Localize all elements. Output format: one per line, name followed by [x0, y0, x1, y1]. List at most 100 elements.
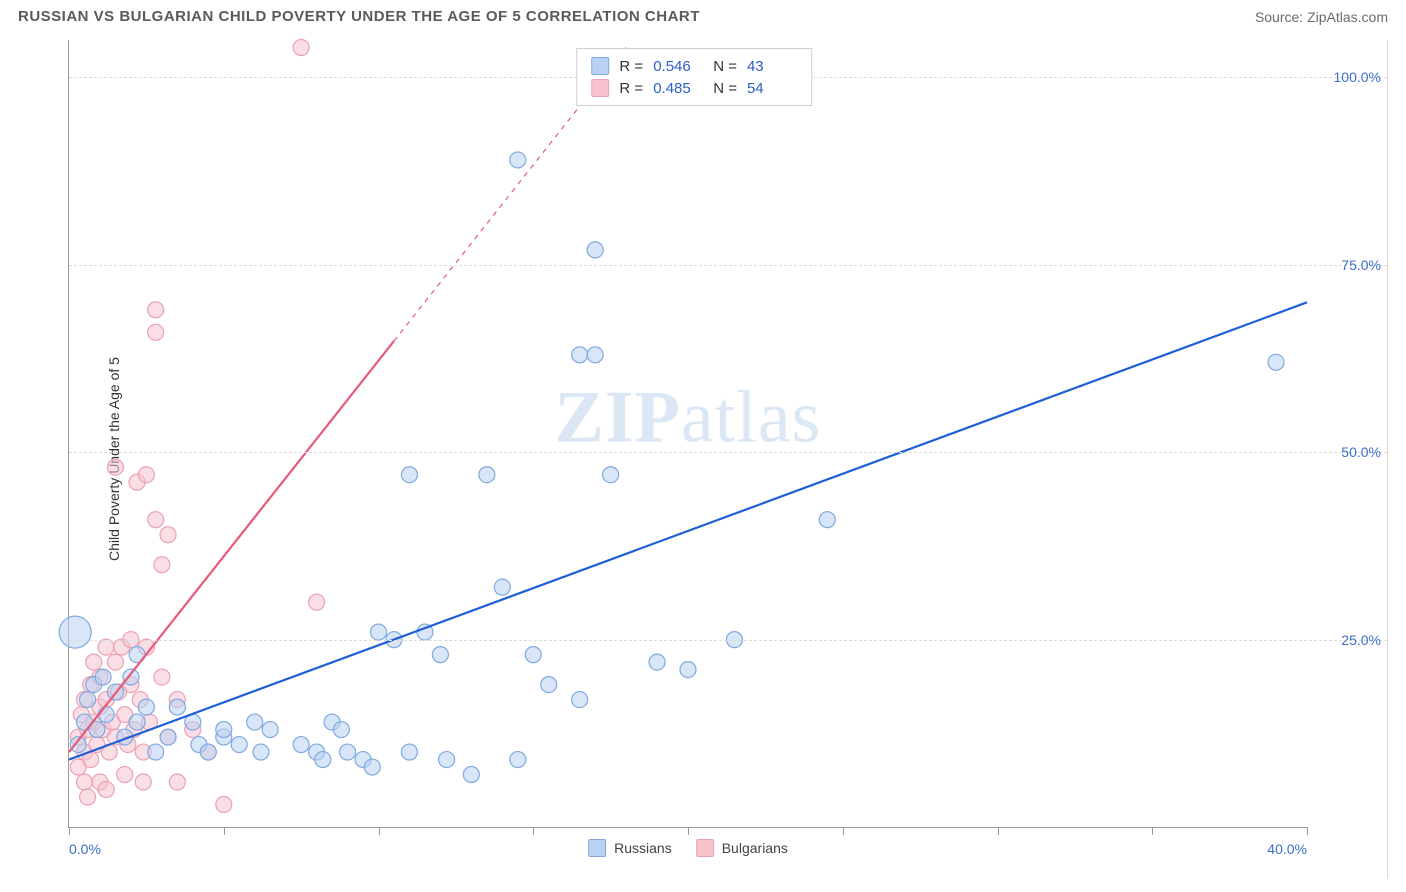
- data-point: [216, 722, 232, 738]
- source-attribution: Source: ZipAtlas.com: [1255, 9, 1388, 25]
- data-point: [253, 744, 269, 760]
- chart-container: Child Poverty Under the Age of 5 ZIPatla…: [18, 40, 1388, 878]
- ytick-label: 100.0%: [1334, 69, 1381, 85]
- trend-line: [69, 341, 394, 752]
- swatch-russians: [591, 57, 609, 75]
- data-point: [494, 579, 510, 595]
- data-point: [107, 654, 123, 670]
- data-point: [1268, 354, 1284, 370]
- gridline: [69, 452, 1387, 453]
- legend-item-bulgarians: Bulgarians: [696, 839, 788, 857]
- data-point: [401, 744, 417, 760]
- source-prefix: Source:: [1255, 9, 1307, 25]
- data-point: [479, 467, 495, 483]
- swatch-bulgarians: [696, 839, 714, 857]
- data-point: [262, 722, 278, 738]
- plot-area: ZIPatlas R = 0.546 N = 43 R = 0.485 N = …: [68, 40, 1307, 828]
- trend-line: [69, 302, 1307, 759]
- data-point: [80, 692, 96, 708]
- series-legend: Russians Bulgarians: [588, 839, 788, 857]
- r-label: R =: [619, 80, 643, 97]
- xtick: [998, 827, 999, 835]
- xtick: [1152, 827, 1153, 835]
- data-point: [680, 662, 696, 678]
- data-point: [649, 654, 665, 670]
- data-point: [525, 647, 541, 663]
- data-point: [231, 737, 247, 753]
- data-point: [148, 744, 164, 760]
- data-point: [135, 774, 151, 790]
- data-point: [293, 737, 309, 753]
- r-value-bulgarians: 0.485: [653, 80, 703, 97]
- data-point: [138, 699, 154, 715]
- data-point: [216, 797, 232, 813]
- data-point: [98, 782, 114, 798]
- data-point: [138, 467, 154, 483]
- data-point: [333, 722, 349, 738]
- ytick-label: 50.0%: [1341, 444, 1381, 460]
- data-point: [154, 669, 170, 685]
- gridline: [69, 265, 1387, 266]
- n-label: N =: [713, 80, 737, 97]
- chart-title: RUSSIAN VS BULGARIAN CHILD POVERTY UNDER…: [18, 8, 700, 25]
- data-point: [76, 774, 92, 790]
- r-value-russians: 0.546: [653, 58, 703, 75]
- xtick: [224, 827, 225, 835]
- data-point: [401, 467, 417, 483]
- legend-label-bulgarians: Bulgarians: [722, 840, 788, 856]
- data-point: [160, 527, 176, 543]
- legend-label-russians: Russians: [614, 840, 672, 856]
- xtick-label: 0.0%: [69, 841, 101, 857]
- ytick-label: 25.0%: [1341, 632, 1381, 648]
- legend-item-russians: Russians: [588, 839, 672, 857]
- data-point: [293, 39, 309, 55]
- data-point: [98, 707, 114, 723]
- ytick-label: 75.0%: [1341, 257, 1381, 273]
- stats-row-russians: R = 0.546 N = 43: [591, 55, 797, 77]
- n-label: N =: [713, 58, 737, 75]
- data-point: [200, 744, 216, 760]
- data-point: [86, 654, 102, 670]
- data-point: [572, 692, 588, 708]
- data-point: [315, 752, 331, 768]
- data-point: [169, 774, 185, 790]
- xtick: [379, 827, 380, 835]
- xtick: [1307, 827, 1308, 835]
- data-point: [603, 467, 619, 483]
- data-point: [129, 714, 145, 730]
- n-value-russians: 43: [747, 58, 797, 75]
- data-point: [340, 744, 356, 760]
- xtick: [688, 827, 689, 835]
- data-point: [80, 789, 96, 805]
- data-point: [148, 324, 164, 340]
- source-name: ZipAtlas.com: [1307, 9, 1388, 25]
- data-point: [107, 459, 123, 475]
- data-point: [510, 152, 526, 168]
- data-point: [541, 677, 557, 693]
- data-point: [819, 512, 835, 528]
- data-point: [98, 639, 114, 655]
- data-point: [160, 729, 176, 745]
- r-label: R =: [619, 58, 643, 75]
- data-point: [587, 347, 603, 363]
- swatch-russians: [588, 839, 606, 857]
- data-point: [587, 242, 603, 258]
- data-point: [117, 767, 133, 783]
- data-point: [572, 347, 588, 363]
- data-point: [309, 594, 325, 610]
- data-point: [95, 669, 111, 685]
- xtick-label: 40.0%: [1267, 841, 1307, 857]
- n-value-bulgarians: 54: [747, 80, 797, 97]
- data-point: [154, 557, 170, 573]
- xtick: [69, 827, 70, 835]
- data-point: [371, 624, 387, 640]
- chart-header: RUSSIAN VS BULGARIAN CHILD POVERTY UNDER…: [0, 0, 1406, 29]
- xtick: [843, 827, 844, 835]
- data-point: [510, 752, 526, 768]
- data-point: [123, 669, 139, 685]
- stats-legend: R = 0.546 N = 43 R = 0.485 N = 54: [576, 48, 812, 106]
- data-point: [247, 714, 263, 730]
- stats-row-bulgarians: R = 0.485 N = 54: [591, 77, 797, 99]
- scatter-svg: [69, 40, 1307, 827]
- data-point: [439, 752, 455, 768]
